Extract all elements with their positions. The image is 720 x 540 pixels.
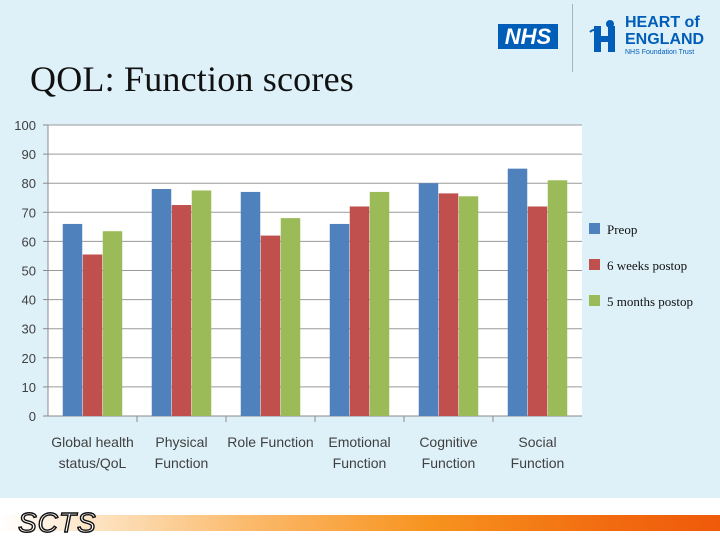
legend-label: 5 months postop [607, 294, 693, 309]
bar-1-3 [240, 191, 261, 416]
nhs-logo: NHS [498, 24, 558, 49]
bar-chart: 0 10 20 30 40 50 60 70 80 90 100 Global health statu… [14, 118, 693, 471]
x-category-label: Emotional [328, 434, 390, 450]
x-category-label: Function [155, 455, 209, 471]
legend-swatch [589, 295, 600, 306]
y-tick-label: 60 [22, 234, 36, 249]
bar-3-2 [191, 190, 212, 416]
x-category-label: Function [511, 455, 565, 471]
bar-2-2 [171, 205, 192, 416]
legend-label: Preop [607, 222, 637, 237]
x-category-label: Social [518, 434, 556, 450]
logo-divider [572, 4, 573, 72]
y-tick-label: 20 [22, 351, 36, 366]
bar-2-3 [260, 235, 281, 416]
bar-2-4 [349, 206, 370, 416]
bar-1-4 [329, 223, 350, 416]
logo-line-3: NHS Foundation Trust [625, 49, 695, 56]
x-category-label: status/QoL [59, 455, 127, 471]
legend-swatch [589, 259, 600, 270]
y-tick-label: 80 [22, 176, 36, 191]
y-tick-label: 100 [14, 118, 36, 133]
footer-bar [0, 515, 720, 531]
bar-3-1 [102, 231, 123, 416]
x-category-label: Function [333, 455, 387, 471]
bar-1-1 [62, 223, 83, 416]
logo-line-2: ENGLAND [625, 31, 705, 48]
bar-3-3 [280, 218, 301, 416]
bar-2-5 [438, 193, 459, 416]
footer-brand: SCTS [17, 507, 97, 538]
x-category-label: Physical [155, 434, 207, 450]
bar-2-6 [527, 206, 548, 416]
y-tick-label: 90 [22, 147, 36, 162]
heart-of-england-logo: HEART of ENGLAND NHS Foundation Trust [625, 14, 704, 57]
bar-1-6 [507, 168, 528, 416]
bar-3-4 [369, 191, 390, 416]
bar-2-1 [82, 254, 103, 416]
logo-line-1: HEART of [625, 14, 700, 31]
x-category-label: Function [422, 455, 476, 471]
x-category-label: Role Function [227, 434, 313, 450]
y-tick-label: 50 [22, 264, 36, 279]
x-category-label: Cognitive [419, 434, 478, 450]
legend-label: 6 weeks postop [607, 258, 687, 273]
y-tick-label: 10 [22, 380, 36, 395]
bar-1-2 [151, 189, 172, 416]
y-tick-label: 30 [22, 322, 36, 337]
y-tick-label: 0 [29, 409, 36, 424]
bar-3-6 [547, 180, 568, 416]
y-tick-label: 70 [22, 205, 36, 220]
slide-title: QOL: Function scores [30, 59, 354, 99]
x-category-label: Global health [51, 434, 134, 450]
y-tick-label: 40 [22, 293, 36, 308]
bar-3-5 [458, 196, 479, 416]
legend-swatch [589, 223, 600, 234]
bar-1-5 [418, 183, 439, 416]
heart-of-england-logo-icon [589, 20, 615, 52]
